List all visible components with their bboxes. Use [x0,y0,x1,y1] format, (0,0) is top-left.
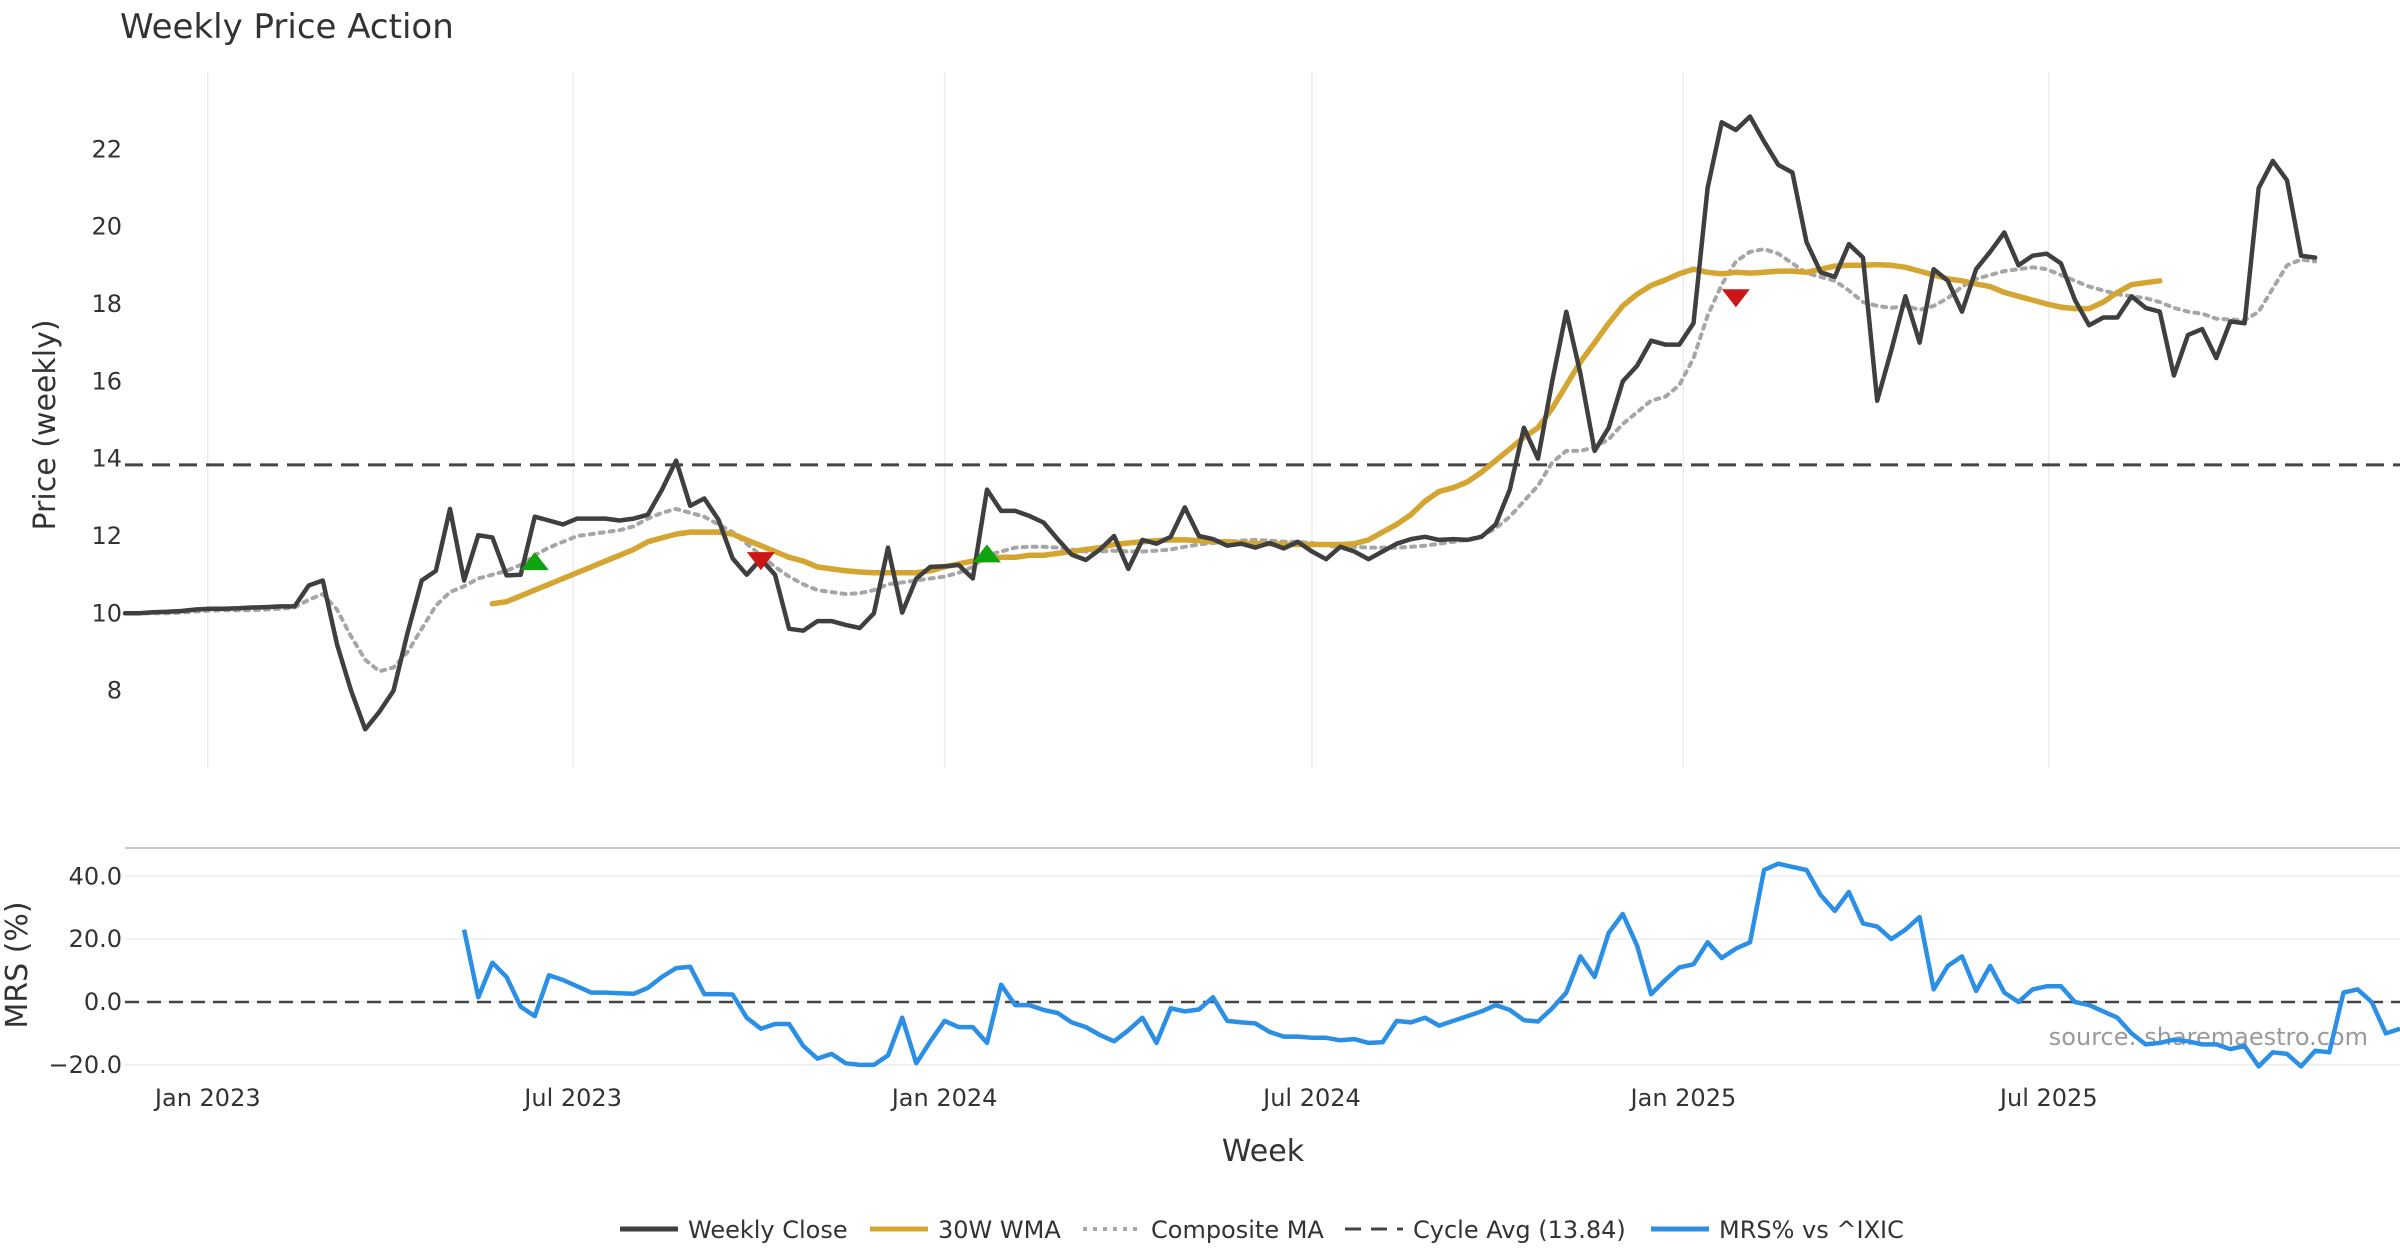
signal-markers [520,289,1750,571]
buy-signal-marker [972,544,1001,563]
x-axis-title: Week [1222,1134,1305,1169]
x-tick-label: Jan 2023 [153,1084,261,1112]
sell-signal-marker [746,552,775,571]
x-tick-label: Jul 2024 [1261,1084,1361,1112]
mrs-y-tick-label: 40.0 [69,862,122,890]
mrs-y-tick-label: 0.0 [84,988,122,1016]
mrs-y-tick-label: −20.0 [48,1051,122,1079]
buy-signal-marker [520,552,549,571]
price-y-tick-label: 22 [91,135,122,163]
source-watermark: source: sharemaestro.com [2049,1023,2368,1051]
legend-label: 30W WMA [938,1216,1061,1244]
legend-label: Composite MA [1151,1216,1324,1244]
price-y-tick-label: 10 [91,599,122,627]
weekly-close-line [122,114,2318,732]
x-tick-label: Jan 2024 [890,1084,998,1112]
price-y-tick-label: 14 [91,445,122,473]
price-y-tick-label: 20 [91,213,122,241]
mrs-line [461,861,2400,1069]
sell-signal-marker [1721,289,1750,308]
tick-labels: Jan 2023 Jul 2023 Jan 2024 Jul 2024 Jan 2025… [48,135,2097,1112]
x-tick-label: Jul 2023 [522,1084,622,1112]
price-y-tick-label: 18 [91,290,122,318]
composite-ma-line [123,247,2318,674]
legend-label: MRS% vs ^IXIC [1719,1216,1904,1244]
chart-title: Weekly Price Action [120,7,454,47]
mrs-y-axis-title: MRS (%) [0,901,35,1028]
x-tick-label: Jan 2025 [1629,1084,1737,1112]
price-y-axis-title: Price (weekly) [28,319,63,530]
price-y-tick-label: 12 [91,522,122,550]
mrs-y-tick-label: 20.0 [69,925,122,953]
legend-label: Weekly Close [688,1216,848,1244]
30w-wma-line [489,261,2163,607]
x-tick-label: Jul 2025 [1998,1084,2098,1112]
legend-label: Cycle Avg (13.84) [1413,1216,1626,1244]
price-y-tick-label: 16 [91,367,122,395]
series-lines [122,114,2400,1069]
price-y-tick-label: 8 [107,677,122,705]
legend: Weekly Close 30W WMA Composite MA Cycle Avg… [620,1216,1904,1244]
